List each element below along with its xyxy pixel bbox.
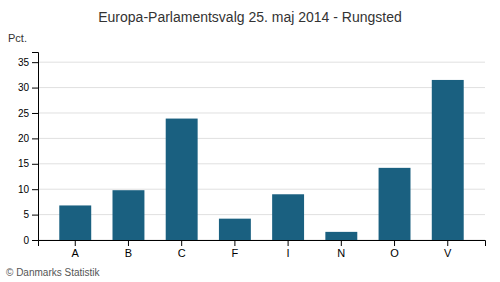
x-tick-label: F xyxy=(232,247,239,259)
grid xyxy=(38,62,485,240)
x-tick-label: B xyxy=(125,247,132,259)
x-tick: A xyxy=(72,240,80,259)
x-tick-mark xyxy=(181,240,182,246)
x-tick-label: I xyxy=(287,247,290,259)
y-tick-label: 0 xyxy=(23,235,29,246)
y-tick-label: 25 xyxy=(18,108,30,119)
y-axis-line xyxy=(32,53,39,241)
x-tick: V xyxy=(444,240,452,259)
x-tick-label: N xyxy=(337,247,345,259)
x-tick-label: V xyxy=(444,247,452,259)
y-tick: 5 xyxy=(23,209,38,220)
y-tick: 25 xyxy=(18,108,38,119)
grid-line xyxy=(38,214,485,215)
bar xyxy=(272,194,304,240)
bars xyxy=(59,80,463,240)
x-tick-label: A xyxy=(72,247,80,259)
plot-area: 0 5 10 15 20 25 30 35 A B C F I N O V xyxy=(18,53,486,259)
x-tick: F xyxy=(232,240,239,259)
x-axis-line xyxy=(39,241,486,247)
y-axis-label: Pct. xyxy=(8,32,27,44)
bar xyxy=(59,205,91,240)
y-tick-label: 5 xyxy=(23,209,29,220)
y-tick-mark xyxy=(32,189,38,190)
chart-svg: Europa-Parlamentsvalg 25. maj 2014 - Run… xyxy=(0,0,500,282)
x-tick-mark xyxy=(75,240,76,246)
grid-line xyxy=(38,87,485,88)
x-tick: B xyxy=(125,240,132,259)
bar xyxy=(379,168,411,240)
x-tick: C xyxy=(178,240,186,259)
grid-line xyxy=(38,112,485,113)
y-tick: 20 xyxy=(18,133,38,144)
bar xyxy=(166,119,198,240)
y-tick: 15 xyxy=(18,158,38,169)
y-tick-mark xyxy=(32,88,38,89)
x-tick-mark xyxy=(447,240,448,246)
bar xyxy=(432,80,464,240)
chart-container: Europa-Parlamentsvalg 25. maj 2014 - Run… xyxy=(0,0,500,282)
y-tick-mark xyxy=(32,215,38,216)
x-tick: O xyxy=(390,240,399,259)
y-tick: 30 xyxy=(18,82,38,93)
grid-line xyxy=(38,62,485,63)
bar xyxy=(219,219,251,240)
grid-line xyxy=(38,138,485,139)
footer: © Danmarks Statistik xyxy=(6,267,101,278)
y-tick-mark xyxy=(32,138,38,139)
y-tick-mark xyxy=(32,62,38,63)
x-axis: ABCFINOV xyxy=(39,240,486,259)
y-tick-label: 35 xyxy=(18,57,30,68)
title: Europa-Parlamentsvalg 25. maj 2014 - Run… xyxy=(98,9,402,25)
x-tick: I xyxy=(287,240,290,259)
bar xyxy=(325,232,357,240)
x-tick-label: O xyxy=(390,247,399,259)
y-tick: 0 xyxy=(23,235,38,246)
x-tick-mark xyxy=(394,240,395,246)
x-tick-label: C xyxy=(178,247,186,259)
y-axis: 0 5 10 15 20 25 30 35 xyxy=(18,53,39,246)
y-tick-mark xyxy=(32,113,38,114)
y-tick-label: 20 xyxy=(18,133,30,144)
x-tick-mark xyxy=(234,240,235,246)
y-tick: 35 xyxy=(18,57,38,68)
x-tick: N xyxy=(337,240,345,259)
y-tick: 10 xyxy=(18,184,38,195)
y-tick-label: 30 xyxy=(18,82,30,93)
y-tick-mark xyxy=(32,240,38,241)
y-tick-label: 10 xyxy=(18,184,30,195)
x-tick-mark xyxy=(128,240,129,246)
x-tick-mark xyxy=(288,240,289,246)
grid-line xyxy=(38,189,485,190)
grid-line xyxy=(38,163,485,164)
bar xyxy=(113,190,145,240)
y-tick-mark xyxy=(32,164,38,165)
x-tick-mark xyxy=(341,240,342,246)
y-tick-label: 15 xyxy=(18,158,30,169)
